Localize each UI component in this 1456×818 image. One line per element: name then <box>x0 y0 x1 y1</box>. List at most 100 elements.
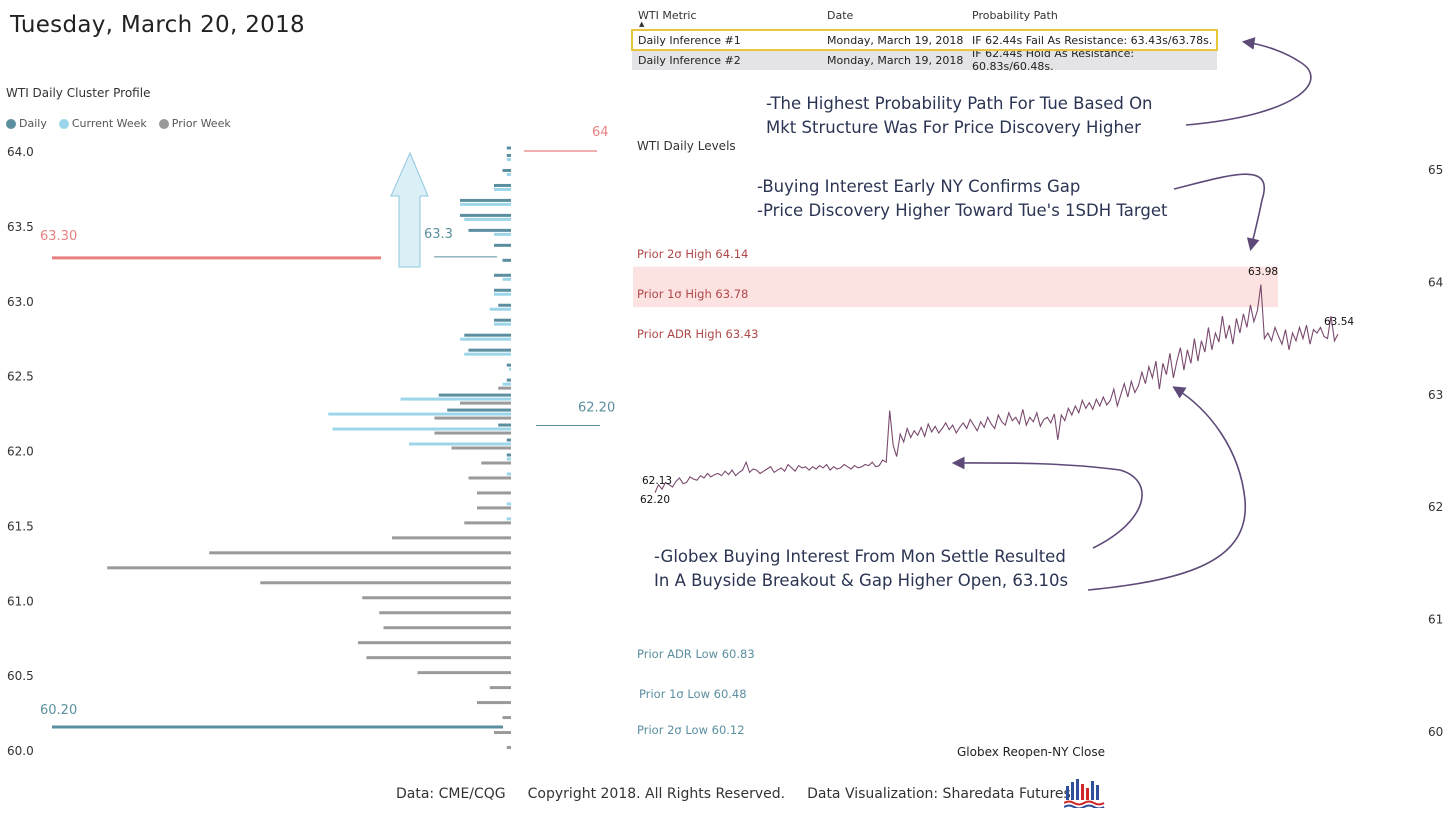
bar-current-week <box>494 187 511 191</box>
y-tick-label: 60.5 <box>7 669 34 683</box>
price-label-start: 62.13 <box>642 475 672 487</box>
bar-prior-week <box>383 626 511 630</box>
bar-prior-week <box>362 596 511 600</box>
bar-current-week <box>506 502 511 506</box>
bar-prior-week <box>366 656 511 660</box>
bar-prior-week <box>468 476 511 480</box>
bar-prior-week <box>477 701 511 705</box>
bar-daily <box>494 273 511 277</box>
bar-current-week <box>506 472 511 476</box>
level-label: Prior 2σ Low 60.12 <box>637 723 745 737</box>
table-row[interactable]: Daily Inference #1 Monday, March 19, 201… <box>631 29 1218 51</box>
price-line <box>654 284 1339 493</box>
profile-chart: 60.0 60.5 61.0 61.5 62.0 62.5 63.0 63.5 64.0 64 63… <box>7 125 615 758</box>
bar-current-week <box>409 442 511 446</box>
annotation-line: -Globex Buying Interest From Mon Settle … <box>654 547 1066 566</box>
bar-daily <box>468 348 511 352</box>
bar-current-week <box>489 307 511 311</box>
bar-daily <box>468 228 511 232</box>
bar-current-week <box>506 157 511 161</box>
bar-prior-week <box>477 491 511 495</box>
annotation-line: -The Highest Probability Path For Tue Ba… <box>766 94 1153 113</box>
bar-current-week <box>506 517 511 521</box>
sharedata-logo-icon <box>1064 779 1105 808</box>
right-y-tick-label: 60 <box>1428 725 1443 739</box>
bar-prior-week <box>502 716 511 720</box>
level-label: Prior 2σ High 64.14 <box>637 247 748 261</box>
levels-chart-title: WTI Daily Levels <box>637 139 736 153</box>
bar-daily <box>438 393 511 397</box>
legend-label-daily: Daily <box>19 117 47 130</box>
y-tick-label: 61.5 <box>7 519 34 533</box>
bar-prior-week <box>358 641 511 645</box>
bar-current-week <box>460 202 511 206</box>
bar-daily <box>498 423 511 427</box>
legend-swatch-daily <box>6 118 16 129</box>
bar-current-week <box>494 232 511 236</box>
legend-swatch-prior-week <box>158 118 169 129</box>
bar-prior-week <box>506 746 511 750</box>
footer-copyright: Copyright 2018. All Rights Reserved. <box>527 786 786 802</box>
annotation-arrow-4 <box>1087 386 1246 591</box>
ref-label-60-20: 60.20 <box>40 703 77 718</box>
table-cell: Monday, March 19, 2018 <box>827 33 964 47</box>
annotation-arrow-1 <box>1185 37 1312 126</box>
price-label-last: 63.54 <box>1324 316 1354 328</box>
bar-daily <box>498 303 511 307</box>
legend-label-current-week: Current Week <box>71 117 147 130</box>
ref-label-63-3: 63.3 <box>424 227 453 242</box>
annotation-arrow-2 <box>1173 173 1265 252</box>
bar-daily <box>460 198 511 202</box>
profile-legend: Daily Current Week Prior Week <box>6 117 231 130</box>
y-tick-label: 60.0 <box>7 744 34 758</box>
bar-daily <box>506 153 511 157</box>
bar-current-week <box>332 427 511 431</box>
annotation-line: -Buying Interest Early NY Confirms Gap <box>757 177 1081 196</box>
bar-prior-week <box>489 686 511 690</box>
table-header-row: WTI Metric Date Probability Path ▲ <box>632 4 1217 29</box>
bar-current-week <box>328 412 511 416</box>
bar-current-week <box>464 217 511 221</box>
bar-current-week <box>508 367 511 371</box>
footer-data-source: Data: CME/CQG <box>396 786 506 802</box>
bar-prior-week <box>434 416 511 420</box>
bar-prior-week <box>451 446 511 450</box>
ref-label-62-20: 62.20 <box>578 401 615 416</box>
bar-daily <box>506 146 511 150</box>
right-y-tick-label: 65 <box>1428 163 1443 177</box>
bar-daily <box>506 453 511 457</box>
annotation-note-3: -Globex Buying Interest From Mon Settle … <box>654 545 1068 593</box>
up-arrow-icon <box>390 151 429 268</box>
annotation-note-2: -Buying Interest Early NY Confirms Gap -… <box>757 175 1167 223</box>
bar-daily <box>502 258 511 262</box>
bar-prior-week <box>498 386 511 390</box>
bar-prior-week <box>477 506 511 510</box>
legend-label-prior-week: Prior Week <box>171 117 231 130</box>
column-header-probability[interactable]: Probability Path <box>972 8 1058 22</box>
level-label: Prior 1σ High 63.78 <box>637 287 748 301</box>
level-label: Prior ADR Low 60.83 <box>637 647 755 661</box>
bar-current-week <box>506 457 511 461</box>
probability-band <box>633 266 1278 308</box>
y-tick-label: 62.0 <box>7 445 34 459</box>
bar-prior-week <box>434 431 511 435</box>
price-label-start-low: 62.20 <box>640 494 670 506</box>
table-row[interactable]: Daily Inference #2 Monday, March 19, 201… <box>632 47 1217 73</box>
legend-item-current-week[interactable]: Current Week <box>58 117 147 130</box>
right-y-tick-label: 63 <box>1428 388 1443 402</box>
table-cell: IF 62.44s Hold As Resistance: 60.83s/60.… <box>972 47 1135 73</box>
column-header-metric[interactable]: WTI Metric <box>638 8 697 22</box>
bar-current-week <box>400 397 511 401</box>
legend-item-daily[interactable]: Daily <box>6 117 47 130</box>
bar-current-week <box>506 172 511 176</box>
column-header-date[interactable]: Date <box>827 8 854 22</box>
legend-item-prior-week[interactable]: Prior Week <box>158 117 231 130</box>
bar-daily <box>506 363 511 367</box>
bar-daily <box>506 378 511 382</box>
bar-prior-week <box>209 551 511 555</box>
annotation-line: In A Buyside Breakout & Gap Higher Open,… <box>654 571 1069 590</box>
table-cell: Daily Inference #1 <box>638 33 741 47</box>
annotation-arrows <box>951 37 1312 591</box>
bar-daily <box>506 438 511 442</box>
table-cell: IF 62.44s Fail As Resistance: 63.43s/63.… <box>972 33 1213 47</box>
